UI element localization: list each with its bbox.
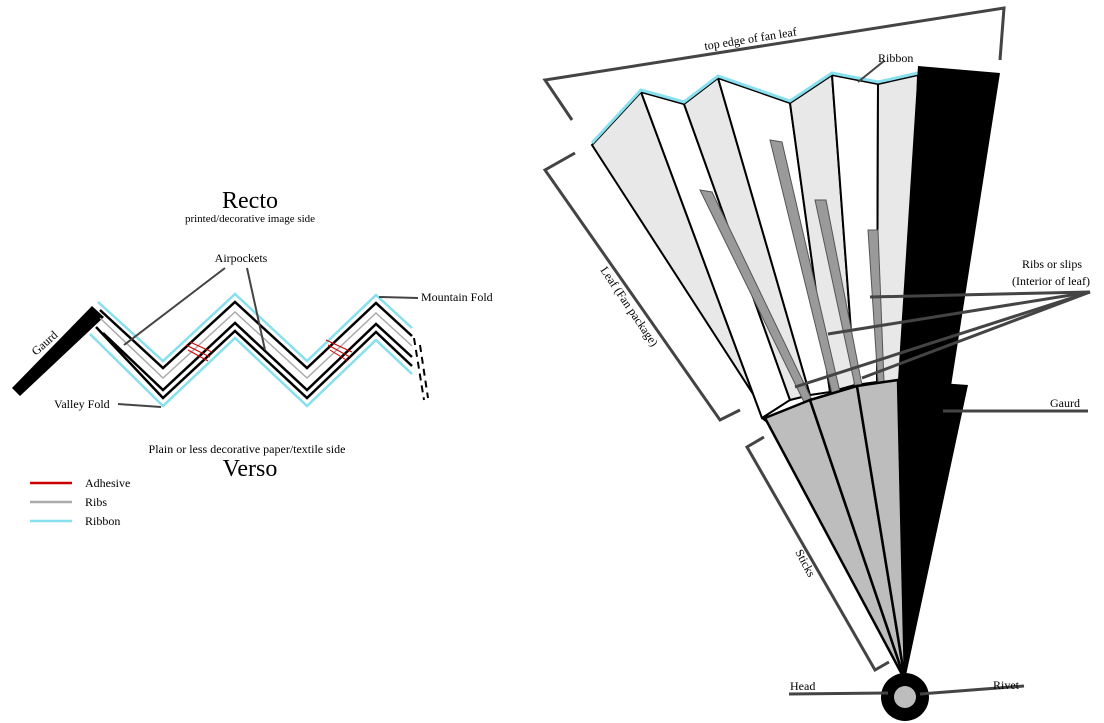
fan-ribs <box>699 139 885 403</box>
leaf-bottom-line <box>95 326 413 400</box>
adhesive-marks-right <box>325 339 353 362</box>
leaf-middle-line <box>102 321 413 392</box>
rivet-icon <box>894 686 916 708</box>
leaf-label: Leaf (Fan package) <box>598 264 662 349</box>
ribbon-top-line <box>97 292 413 363</box>
leaf-top-line <box>99 300 413 370</box>
cross-section-guard <box>12 306 104 396</box>
airpockets-label: Airpockets <box>215 251 268 265</box>
airpockets-leader-1 <box>123 267 226 346</box>
ribs-leaders <box>794 290 1091 389</box>
mountain-fold-label: Mountain Fold <box>421 290 493 304</box>
rivet-label: Rivet <box>993 678 1020 692</box>
verso-caption: Plain or less decorative paper/textile s… <box>149 442 346 456</box>
legend: Adhesive Ribs Ribbon <box>30 476 130 528</box>
leaf-bracket <box>542 151 741 422</box>
ribs-sublabel: (Interior of leaf) <box>1012 274 1090 288</box>
sticks-bracket <box>744 435 890 673</box>
adhesive-marks-left <box>185 341 213 362</box>
cross-section: Recto printed/decorative image side Gaur… <box>12 188 493 528</box>
fan-guard-lower <box>898 380 968 680</box>
top-edge-bracket <box>542 6 1006 121</box>
cross-section-continuation <box>413 337 429 401</box>
recto-subtitle: printed/decorative image side <box>185 213 315 225</box>
fan: top edge of fan leaf <box>542 6 1091 721</box>
fan-ribbon-edge <box>590 71 919 145</box>
valley-fold-leader <box>117 403 162 408</box>
verso-title: Verso <box>223 456 278 482</box>
legend-label-ribs: Ribs <box>85 495 107 509</box>
ribs-label: Ribs or slips <box>1022 257 1082 271</box>
airpockets-leader-2 <box>246 267 266 351</box>
mountain-fold-leader <box>378 296 419 299</box>
ribbon-leader <box>857 60 885 83</box>
ribbon-bottom-line <box>89 333 413 408</box>
rib-line <box>99 310 413 380</box>
legend-label-adhesive: Adhesive <box>85 476 130 490</box>
head-leader <box>788 691 889 696</box>
ribbon-label: Ribbon <box>878 51 913 65</box>
head-label: Head <box>790 679 815 693</box>
guard-label: Gaurd <box>1050 396 1080 410</box>
fan-sticks <box>763 378 907 681</box>
recto-title: Recto <box>222 188 278 214</box>
rivet-leader <box>919 684 1025 696</box>
legend-label-ribbon: Ribbon <box>85 514 120 528</box>
valley-fold-label: Valley Fold <box>54 397 110 411</box>
